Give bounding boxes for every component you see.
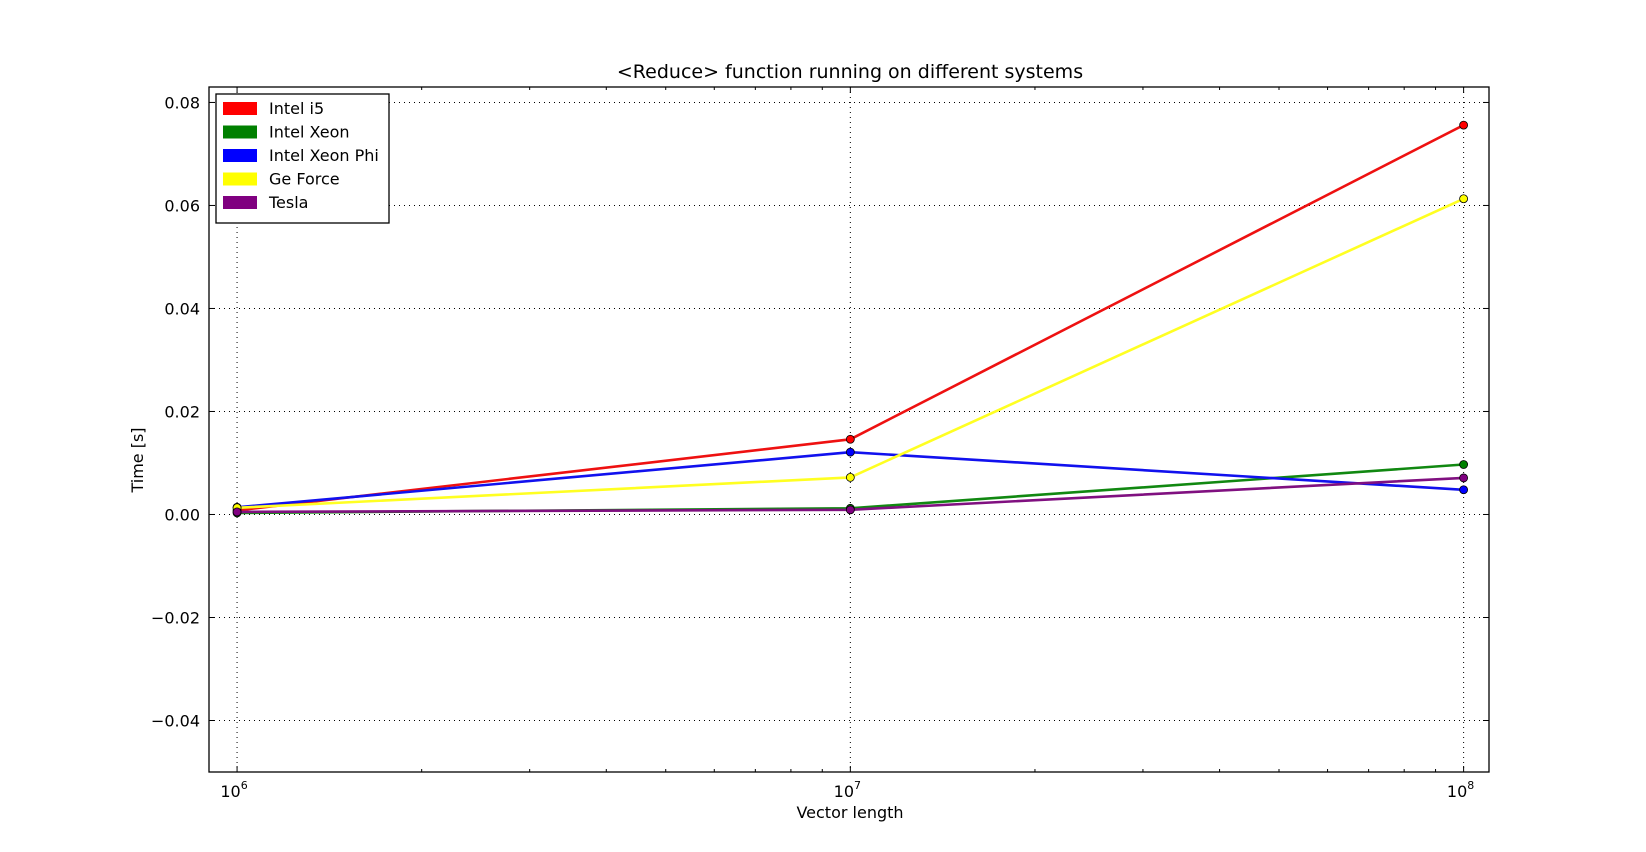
y-axis-tick-labels: 0.08 0.06 0.04 0.02 0.00 −0.02 −0.04 — [151, 93, 200, 730]
y-tick-label: 0.06 — [164, 196, 200, 215]
legend-swatch — [223, 125, 257, 139]
plot-frame — [208, 86, 1490, 773]
x-tick-base: 10 — [220, 782, 240, 801]
legend-swatch — [223, 149, 257, 162]
legend-label: Intel i5 — [269, 99, 324, 118]
data-point — [1459, 120, 1469, 130]
x-tick-label: 106 — [220, 779, 247, 801]
legend-items: Intel i5 Intel Xeon Intel Xeon Phi Ge Force… — [223, 99, 379, 212]
y-axis-label: Time [s] — [128, 427, 147, 493]
x-axis-tick-labels: 106 107 108 — [220, 779, 1474, 801]
data-point — [232, 507, 242, 517]
x-tick-exponent: 7 — [854, 779, 861, 792]
legend-label: Ge Force — [269, 170, 340, 189]
series-line — [237, 197, 1465, 510]
legend-label: Tesla — [268, 193, 308, 212]
chart-title: <Reduce> function running on different s… — [617, 61, 1083, 83]
x-tick-exponent: 6 — [241, 779, 248, 792]
legend-swatch — [223, 196, 257, 209]
data-point — [1459, 485, 1469, 495]
y-tick-label: 0.08 — [164, 93, 200, 112]
y-tick-label: 0.02 — [164, 402, 200, 421]
y-tick-label: −0.02 — [151, 608, 200, 627]
x-tick-base: 10 — [1447, 782, 1467, 801]
y-tick-label: 0.04 — [164, 299, 200, 318]
data-point — [1459, 460, 1469, 469]
legend-label: Intel Xeon — [269, 123, 350, 142]
data-point — [1459, 194, 1469, 204]
data-point — [845, 505, 855, 515]
legend-swatch — [223, 172, 257, 186]
x-tick-label: 108 — [1447, 779, 1474, 801]
y-tick-label: −0.04 — [151, 711, 200, 730]
legend-swatch — [223, 102, 257, 115]
data-points — [232, 120, 1469, 518]
data-point — [845, 447, 855, 457]
data-point — [845, 472, 855, 482]
grid-lines — [209, 87, 1489, 772]
data-point — [845, 434, 855, 444]
axis-ticks — [209, 87, 1489, 772]
x-axis-label: Vector length — [796, 803, 903, 822]
x-tick-base: 10 — [834, 782, 854, 801]
x-tick-label: 107 — [834, 779, 861, 801]
legend: Intel i5 Intel Xeon Intel Xeon Phi Ge Force… — [215, 93, 390, 224]
legend-label: Intel Xeon Phi — [269, 146, 379, 165]
data-point — [1459, 473, 1469, 483]
x-tick-exponent: 8 — [1467, 779, 1474, 792]
minor-ticks — [421, 87, 1437, 772]
y-tick-label: 0.00 — [164, 505, 200, 524]
